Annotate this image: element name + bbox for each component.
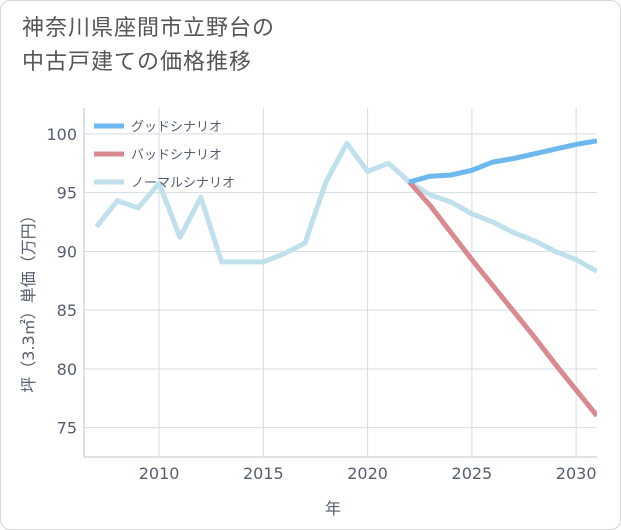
y-tick-label: 75 bbox=[57, 419, 77, 438]
legend-label-1: グッドシナリオ bbox=[131, 120, 222, 135]
x-axis-label: 年 bbox=[325, 499, 341, 518]
y-tick-label: 100 bbox=[46, 125, 77, 144]
chart-title: 神奈川県座間市立野台の 中古戸建ての価格推移 bbox=[22, 12, 275, 80]
x-tick-label: 2020 bbox=[347, 464, 388, 483]
chart-title-line-2: 中古戸建ての価格推移 bbox=[22, 50, 253, 75]
y-tick-label: 90 bbox=[57, 242, 77, 261]
x-tick-label: 2030 bbox=[556, 464, 597, 483]
legend-label-3: ノーマルシナリオ bbox=[131, 176, 235, 191]
x-tick-label: 2010 bbox=[139, 464, 180, 483]
series-lines bbox=[94, 138, 597, 418]
chart-title-line-1: 神奈川県座間市立野台の bbox=[22, 16, 276, 41]
x-tick-label: 2015 bbox=[243, 464, 284, 483]
y-tick-label: 95 bbox=[57, 184, 77, 203]
series-line-1 bbox=[408, 138, 597, 185]
series-line-3 bbox=[94, 140, 597, 274]
y-tick-label: 85 bbox=[57, 301, 77, 320]
x-tick-label: 2025 bbox=[452, 464, 493, 483]
series-line-2 bbox=[407, 180, 597, 418]
y-axis-label: 坪（3.3㎡）単価（万円） bbox=[19, 207, 38, 392]
legend-label-2: バッドシナリオ bbox=[131, 148, 222, 163]
y-tick-label: 80 bbox=[57, 360, 77, 379]
tick-labels: 75 80 85 90 95 100 2010 2015 2020 2025 2030 bbox=[46, 125, 596, 483]
grid-lines bbox=[83, 108, 597, 458]
